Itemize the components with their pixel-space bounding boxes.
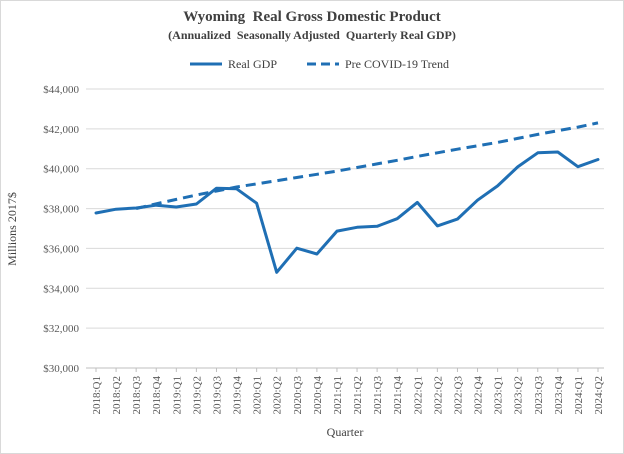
x-tick-label: 2018:Q2 — [111, 376, 123, 415]
chart-subtitle: (Annualized Seasonally Adjusted Quarterl… — [168, 28, 456, 42]
legend-item: Real GDP — [190, 57, 277, 71]
x-tick-label: 2023:Q4 — [553, 376, 565, 415]
series-line-pre-covid-trend — [135, 121, 599, 211]
legend: Real GDP Pre COVID-19 Trend — [190, 57, 449, 71]
x-tick-label: 2022:Q2 — [432, 376, 444, 415]
x-axis-label: Quarter — [327, 425, 364, 439]
legend-label: Pre COVID-19 Trend — [345, 57, 449, 71]
x-tick-label: 2021:Q4 — [392, 376, 404, 415]
legend-item: Pre COVID-19 Trend — [307, 57, 449, 71]
x-tick-label: 2019:Q4 — [232, 376, 244, 415]
x-tick-label: 2022:Q3 — [452, 376, 464, 415]
chart-title: Wyoming Real Gross Domestic Product — [183, 9, 441, 25]
x-tick-label: 2018:Q1 — [91, 376, 103, 415]
y-axis-ticks: $30,000 $32,000 $34,000 $36,000 $38,000 $40,0… — [43, 84, 79, 375]
x-tick-label: 2020:Q4 — [312, 376, 324, 415]
y-tick-label: $32,000 — [43, 323, 79, 335]
y-tick-label: $30,000 — [43, 363, 79, 375]
x-tick-label: 2021:Q1 — [332, 376, 344, 415]
x-tick-label: 2024:Q2 — [593, 376, 605, 415]
x-tick-label: 2022:Q1 — [412, 376, 424, 415]
x-tick-label: 2023:Q1 — [493, 376, 505, 415]
x-tick-label: 2020:Q1 — [252, 376, 264, 415]
x-tick-label: 2023:Q2 — [513, 376, 525, 415]
x-tick-label: 2023:Q3 — [533, 376, 545, 415]
x-axis-ticks: 2018:Q1 2018:Q2 2018:Q3 2018:Q4 2019:Q1 2019:… — [91, 368, 605, 415]
x-tick-label: 2020:Q2 — [272, 376, 284, 415]
y-tick-label: $42,000 — [43, 124, 79, 136]
x-tick-label: 2022:Q4 — [473, 376, 485, 415]
x-tick-label: 2018:Q3 — [131, 376, 143, 415]
x-tick-label: 2024:Q1 — [573, 376, 585, 415]
x-tick-label: 2018:Q4 — [151, 376, 163, 415]
x-tick-label: 2021:Q3 — [372, 376, 384, 415]
series-lines — [94, 121, 600, 274]
y-tick-label: $36,000 — [43, 243, 79, 255]
gridlines — [86, 88, 604, 369]
y-tick-label: $34,000 — [43, 283, 79, 295]
y-axis-label: Millions 2017$ — [5, 192, 19, 266]
x-tick-label: 2019:Q2 — [191, 376, 203, 415]
x-tick-label: 2019:Q3 — [211, 376, 223, 415]
x-tick-label: 2020:Q3 — [292, 376, 304, 415]
y-tick-label: $44,000 — [43, 84, 79, 96]
x-tick-label: 2021:Q2 — [352, 376, 364, 415]
legend-label: Real GDP — [228, 57, 277, 71]
y-tick-label: $38,000 — [43, 204, 79, 216]
y-tick-label: $40,000 — [43, 164, 79, 176]
x-tick-label: 2019:Q1 — [171, 376, 183, 415]
series-line-real-gdp — [94, 150, 600, 274]
